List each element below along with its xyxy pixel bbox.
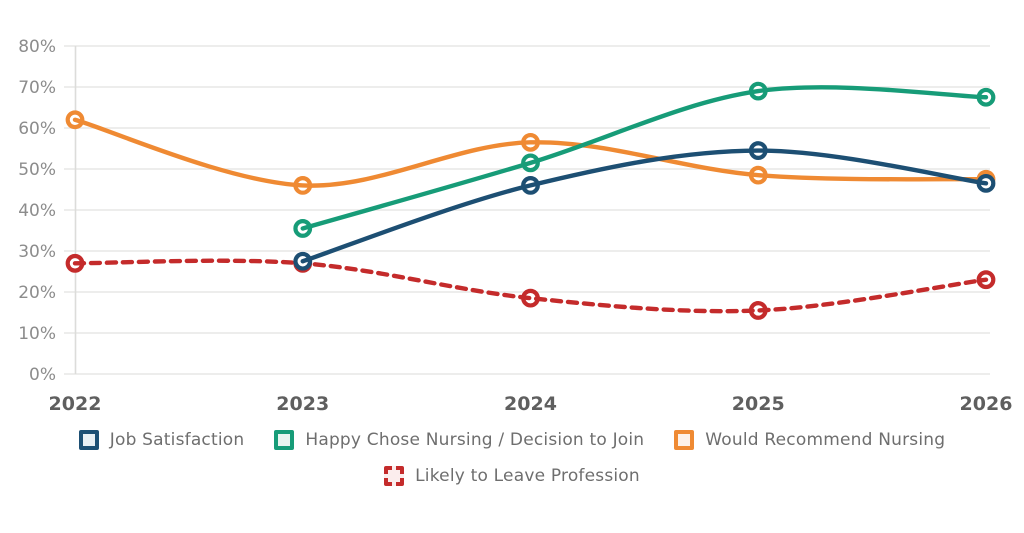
y-axis-tick-label: 80% bbox=[18, 37, 56, 57]
legend-swatch-icon bbox=[78, 430, 99, 450]
legend-row-1: Job Satisfaction Happy Chose Nursing / De… bbox=[0, 430, 1024, 450]
legend-swatch-icon bbox=[384, 466, 405, 486]
x-axis-tick-label: 2026 bbox=[960, 393, 1013, 415]
legend-swatch-icon bbox=[274, 430, 295, 450]
line-chart: 0% 10% 20% 30% 40% 50% 60% 70% 80% 2022 2023 2024 20… bbox=[18, 37, 1013, 415]
y-axis-tick-label: 40% bbox=[18, 201, 56, 221]
x-axis-tick-label: 2023 bbox=[276, 393, 329, 415]
legend-label: Would Recommend Nursing bbox=[705, 430, 946, 450]
x-axis-tick-label: 2024 bbox=[504, 393, 557, 415]
legend-label: Happy Chose Nursing / Decision to Join bbox=[305, 430, 645, 450]
y-axis-tick-label: 20% bbox=[18, 283, 56, 303]
x-axis-tick-label: 2025 bbox=[732, 393, 785, 415]
series-line bbox=[300, 148, 989, 264]
y-axis-tick-label: 70% bbox=[18, 78, 56, 98]
legend-item: Job Satisfaction bbox=[78, 430, 245, 450]
legend-swatch-icon bbox=[674, 430, 695, 450]
y-axis-tick-label: 0% bbox=[29, 365, 56, 385]
series-line bbox=[72, 258, 989, 314]
legend-label: Likely to Leave Profession bbox=[415, 466, 640, 486]
series-line bbox=[72, 117, 989, 188]
y-axis-tick-label: 30% bbox=[18, 242, 56, 262]
y-axis-tick-label: 60% bbox=[18, 119, 56, 139]
legend-label: Job Satisfaction bbox=[109, 430, 245, 450]
y-axis-tick-label: 50% bbox=[18, 160, 56, 180]
legend-item: Happy Chose Nursing / Decision to Join bbox=[274, 430, 644, 450]
legend-item: Would Recommend Nursing bbox=[674, 430, 945, 450]
legend-row-2: Likely to Leave Profession bbox=[0, 466, 1024, 486]
series-line bbox=[300, 85, 989, 231]
y-axis-tick-label: 10% bbox=[18, 324, 56, 344]
legend-item: Likely to Leave Profession bbox=[384, 466, 640, 486]
x-axis-tick-label: 2022 bbox=[49, 393, 102, 415]
